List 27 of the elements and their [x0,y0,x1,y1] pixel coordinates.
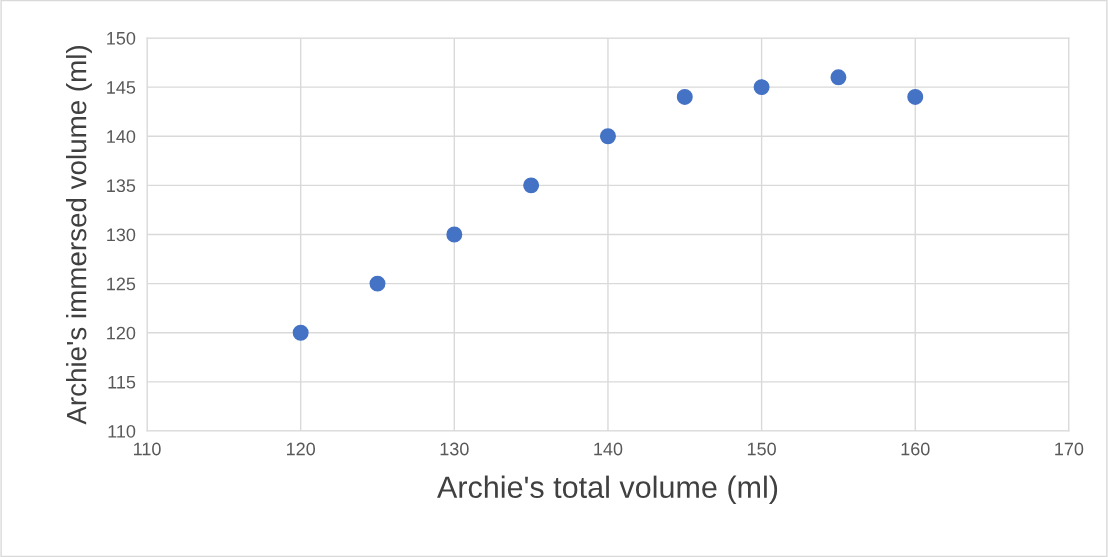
y-tick-label: 120 [107,326,136,340]
x-tick-label: 170 [1055,442,1084,456]
point [907,88,924,105]
point [830,69,847,86]
y-tick-label: 110 [108,424,136,438]
x-tick-label: 150 [747,442,776,456]
x-tick-label: 160 [901,442,930,456]
y-tick-label: 150 [107,31,136,45]
x-tick-label: 130 [440,442,469,456]
x-axis-title: Archie's total volume (ml) [437,475,778,505]
point [523,177,540,194]
y-axis-title: Archie's immersed volume (ml) [66,46,92,425]
x-tick-label: 110 [134,442,161,456]
point [446,226,463,243]
point [676,88,693,105]
y-tick-label: 145 [107,81,136,94]
y-tick-label: 140 [107,130,136,143]
y-tick-label: 130 [107,228,136,242]
y-tick-label: 115 [108,376,136,389]
y-tick-label: 135 [107,179,136,193]
x-tick-label: 120 [286,442,316,456]
point [292,324,309,341]
point [753,79,770,96]
point [599,128,616,145]
point [369,275,386,292]
y-tick-label: 125 [107,277,136,291]
x-tick-label: 140 [594,442,623,456]
